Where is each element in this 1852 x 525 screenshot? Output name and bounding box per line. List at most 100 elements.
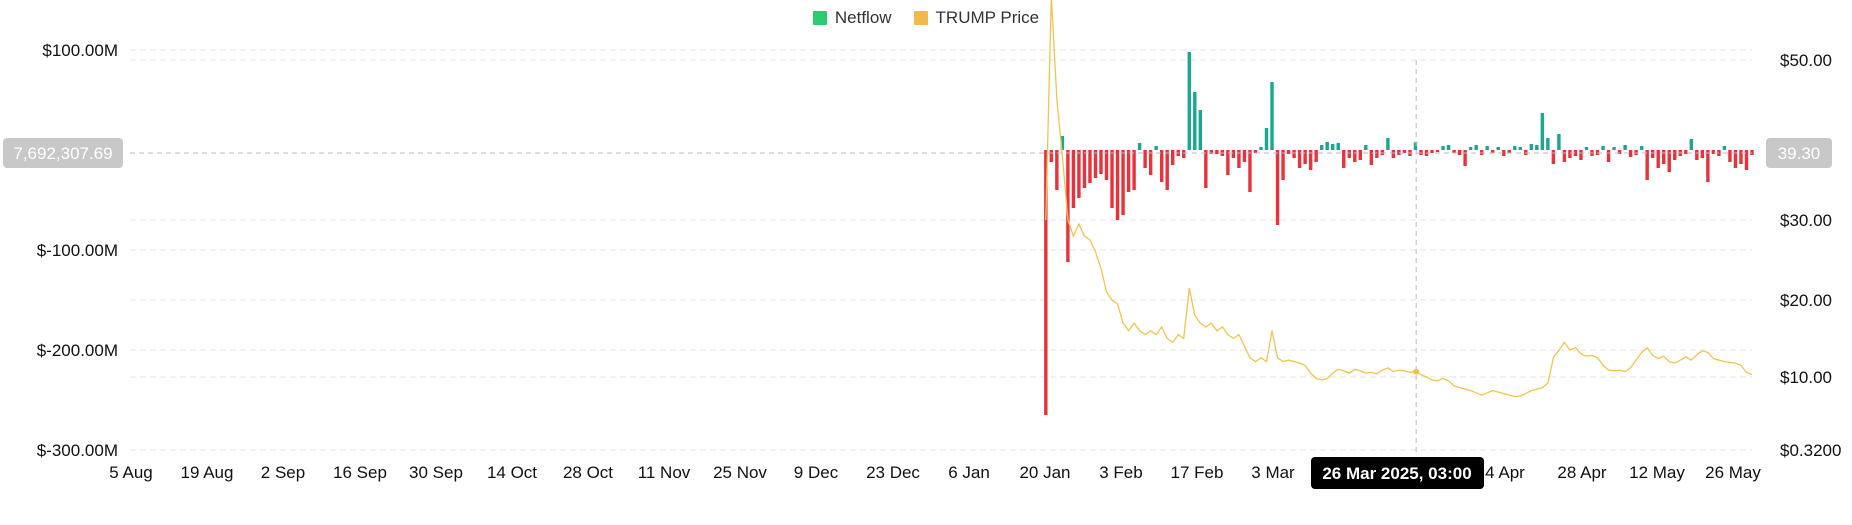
netflow-bar	[1689, 139, 1694, 150]
legend-item-price[interactable]: TRUMP Price	[913, 8, 1039, 28]
netflow-bar	[1347, 150, 1351, 158]
netflow-bar	[1204, 150, 1208, 188]
netflow-bar	[1110, 150, 1114, 208]
netflow-bar	[1060, 136, 1065, 150]
netflow-bar	[1126, 150, 1131, 192]
netflow-bar	[1137, 143, 1142, 150]
netflow-bar	[1231, 150, 1236, 158]
netflow-bar	[1375, 150, 1379, 158]
x-axis-tick-label: 26 May	[1705, 463, 1761, 482]
left-axis-tick-label: $-100.00M	[37, 241, 118, 260]
netflow-bar	[1441, 146, 1445, 150]
netflow-bar	[1071, 150, 1076, 208]
netflow-bar	[1446, 145, 1451, 150]
netflow-bar	[1148, 150, 1153, 175]
x-axis-tick-label: 14 Oct	[487, 463, 537, 482]
crosshair-right-tag	[1766, 138, 1832, 168]
netflow-bar	[1529, 144, 1534, 150]
netflow-bar	[1573, 150, 1578, 156]
netflow-bar	[1066, 150, 1070, 262]
x-axis-tick-label: 20 Jan	[1019, 463, 1070, 482]
netflow-bar	[1744, 150, 1749, 170]
netflow-bar	[1353, 150, 1357, 162]
netflow-bar	[1457, 150, 1462, 155]
netflow-bar	[1490, 150, 1495, 153]
x-axis: 5 Aug 19 Aug 2 Sep 16 Sep 30 Sep 14 Oct 28 Oct…	[109, 463, 1761, 482]
netflow-bar	[1474, 145, 1478, 150]
right-axis-tick-label: $10.00	[1780, 368, 1832, 387]
netflow-bar	[1082, 150, 1087, 188]
x-axis-tick-label: 28 Oct	[563, 463, 613, 482]
netflow-bar	[1253, 150, 1258, 153]
netflow-bar	[1143, 150, 1147, 168]
right-axis-tick-label: $20.00	[1780, 291, 1832, 310]
netflow-bar	[1579, 150, 1583, 160]
crosshair-left-value: 7,692,307.69	[13, 144, 112, 163]
netflow-bar	[1314, 150, 1318, 162]
netflow-bar	[1568, 150, 1572, 158]
netflow-bar	[1386, 138, 1390, 150]
netflow-bar	[1551, 150, 1556, 164]
netflow-bar	[1562, 150, 1567, 162]
netflow-bar	[1546, 138, 1550, 150]
netflow-bar	[1193, 92, 1197, 150]
x-axis-tick-label: 17 Feb	[1171, 463, 1224, 482]
crosshair-date-label: 26 Mar 2025, 03:00	[1322, 464, 1471, 483]
legend-item-netflow[interactable]: Netflow	[812, 8, 892, 28]
netflow-bar	[1099, 150, 1103, 174]
netflow-bar	[1617, 150, 1622, 154]
netflow-bar	[1364, 145, 1368, 150]
netflow-bar	[1182, 150, 1186, 158]
netflow-bar	[1645, 150, 1649, 180]
x-axis-tick-label: 4 Apr	[1485, 463, 1525, 482]
x-axis-tick-label: 3 Feb	[1099, 463, 1142, 482]
netflow-bar	[1540, 113, 1545, 150]
x-axis-tick-label: 12 May	[1629, 463, 1685, 482]
legend-netflow-label: Netflow	[834, 8, 892, 27]
x-axis-tick-label: 23 Dec	[866, 463, 920, 482]
netflow-bar	[1606, 150, 1611, 162]
netflow-bar	[1684, 150, 1688, 154]
netflow-bar	[1154, 146, 1158, 150]
right-axis-tick-label: $0.3200	[1780, 441, 1841, 460]
netflow-bars	[1044, 52, 1754, 415]
netflow-swatch-icon	[812, 11, 827, 25]
netflow-bar	[1132, 150, 1136, 190]
netflow-bar	[1165, 150, 1169, 190]
netflow-bar	[1358, 150, 1362, 160]
netflow-bar	[1728, 150, 1732, 162]
netflow-bar	[1242, 150, 1247, 162]
right-axis-tick-label: $50.00	[1780, 51, 1832, 70]
netflow-bar	[1171, 150, 1175, 165]
netflow-bar	[1044, 150, 1048, 415]
netflow-bar	[1673, 150, 1677, 160]
netflow-bar	[1391, 150, 1396, 158]
crosshair-right-value: 39.30	[1778, 144, 1821, 163]
netflow-bar	[1601, 146, 1605, 150]
netflow-bar	[1463, 150, 1467, 166]
netflow-bar	[1237, 150, 1241, 168]
crosshair-left-tag	[3, 138, 123, 168]
netflow-bar	[1739, 150, 1743, 164]
netflow-bar	[1093, 150, 1098, 178]
netflow-bar	[1248, 150, 1252, 192]
crosshair-date-tag	[1311, 457, 1484, 489]
netflow-bar	[1077, 150, 1081, 198]
netflow-bar	[1308, 150, 1313, 170]
netflow-bar	[1656, 150, 1660, 168]
netflow-bar	[1198, 110, 1203, 150]
x-axis-tick-label: 30 Sep	[409, 463, 463, 482]
netflow-bar	[1292, 150, 1296, 158]
left-y-axis: $100.00M $-100.00M $-200.00M $-300.00M	[37, 41, 118, 460]
x-axis-tick-label: 9 Dec	[794, 463, 839, 482]
x-axis-tick-label: 3 Mar	[1251, 463, 1295, 482]
netflow-bar	[1639, 146, 1644, 150]
x-axis-tick-label: 19 Aug	[181, 463, 234, 482]
netflow-bar	[1215, 150, 1219, 154]
netflow-bar	[1612, 147, 1616, 150]
netflow-bar	[1650, 150, 1655, 158]
netflow-bar	[1055, 150, 1059, 190]
netflow-bar	[1319, 145, 1324, 150]
netflow-bar	[1518, 147, 1522, 150]
